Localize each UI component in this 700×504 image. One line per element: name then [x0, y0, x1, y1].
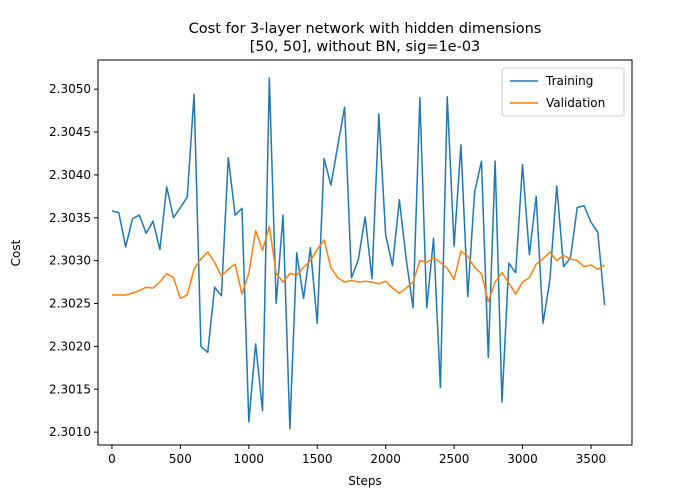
x-tick-label: 0 [108, 452, 116, 466]
legend-label: Validation [546, 96, 605, 110]
x-tick-label: 1000 [234, 452, 265, 466]
chart-title: Cost for 3-layer network with hidden dim… [189, 21, 542, 37]
x-tick-label: 3000 [507, 452, 538, 466]
legend-box [501, 67, 625, 117]
y-tick-label: 2.3010 [49, 425, 91, 439]
chart-title: [50, 50], without BN, sig=1e-03 [250, 39, 481, 55]
x-tick-label: 3500 [576, 452, 607, 466]
y-tick-label: 2.3050 [49, 82, 91, 96]
x-tick-label: 2000 [370, 452, 401, 466]
y-tick-label: 2.3040 [49, 168, 91, 182]
x-tick-label: 500 [169, 452, 192, 466]
line [111, 77, 606, 430]
x-axis-label: Steps [348, 474, 382, 488]
legend-label: Training [545, 74, 593, 88]
y-axis-label: Cost [9, 239, 23, 266]
x-tick-label: 1500 [302, 452, 333, 466]
line [111, 225, 606, 303]
y-tick-label: 2.3045 [49, 125, 91, 139]
x-tick-label: 2500 [439, 452, 470, 466]
y-tick-label: 2.3020 [49, 339, 91, 353]
plot-frame [97, 59, 633, 446]
y-tick-label: 2.3030 [49, 254, 91, 268]
y-tick-label: 2.3025 [49, 297, 91, 311]
y-tick-label: 2.3015 [49, 382, 91, 396]
y-tick-label: 2.3035 [49, 211, 91, 225]
